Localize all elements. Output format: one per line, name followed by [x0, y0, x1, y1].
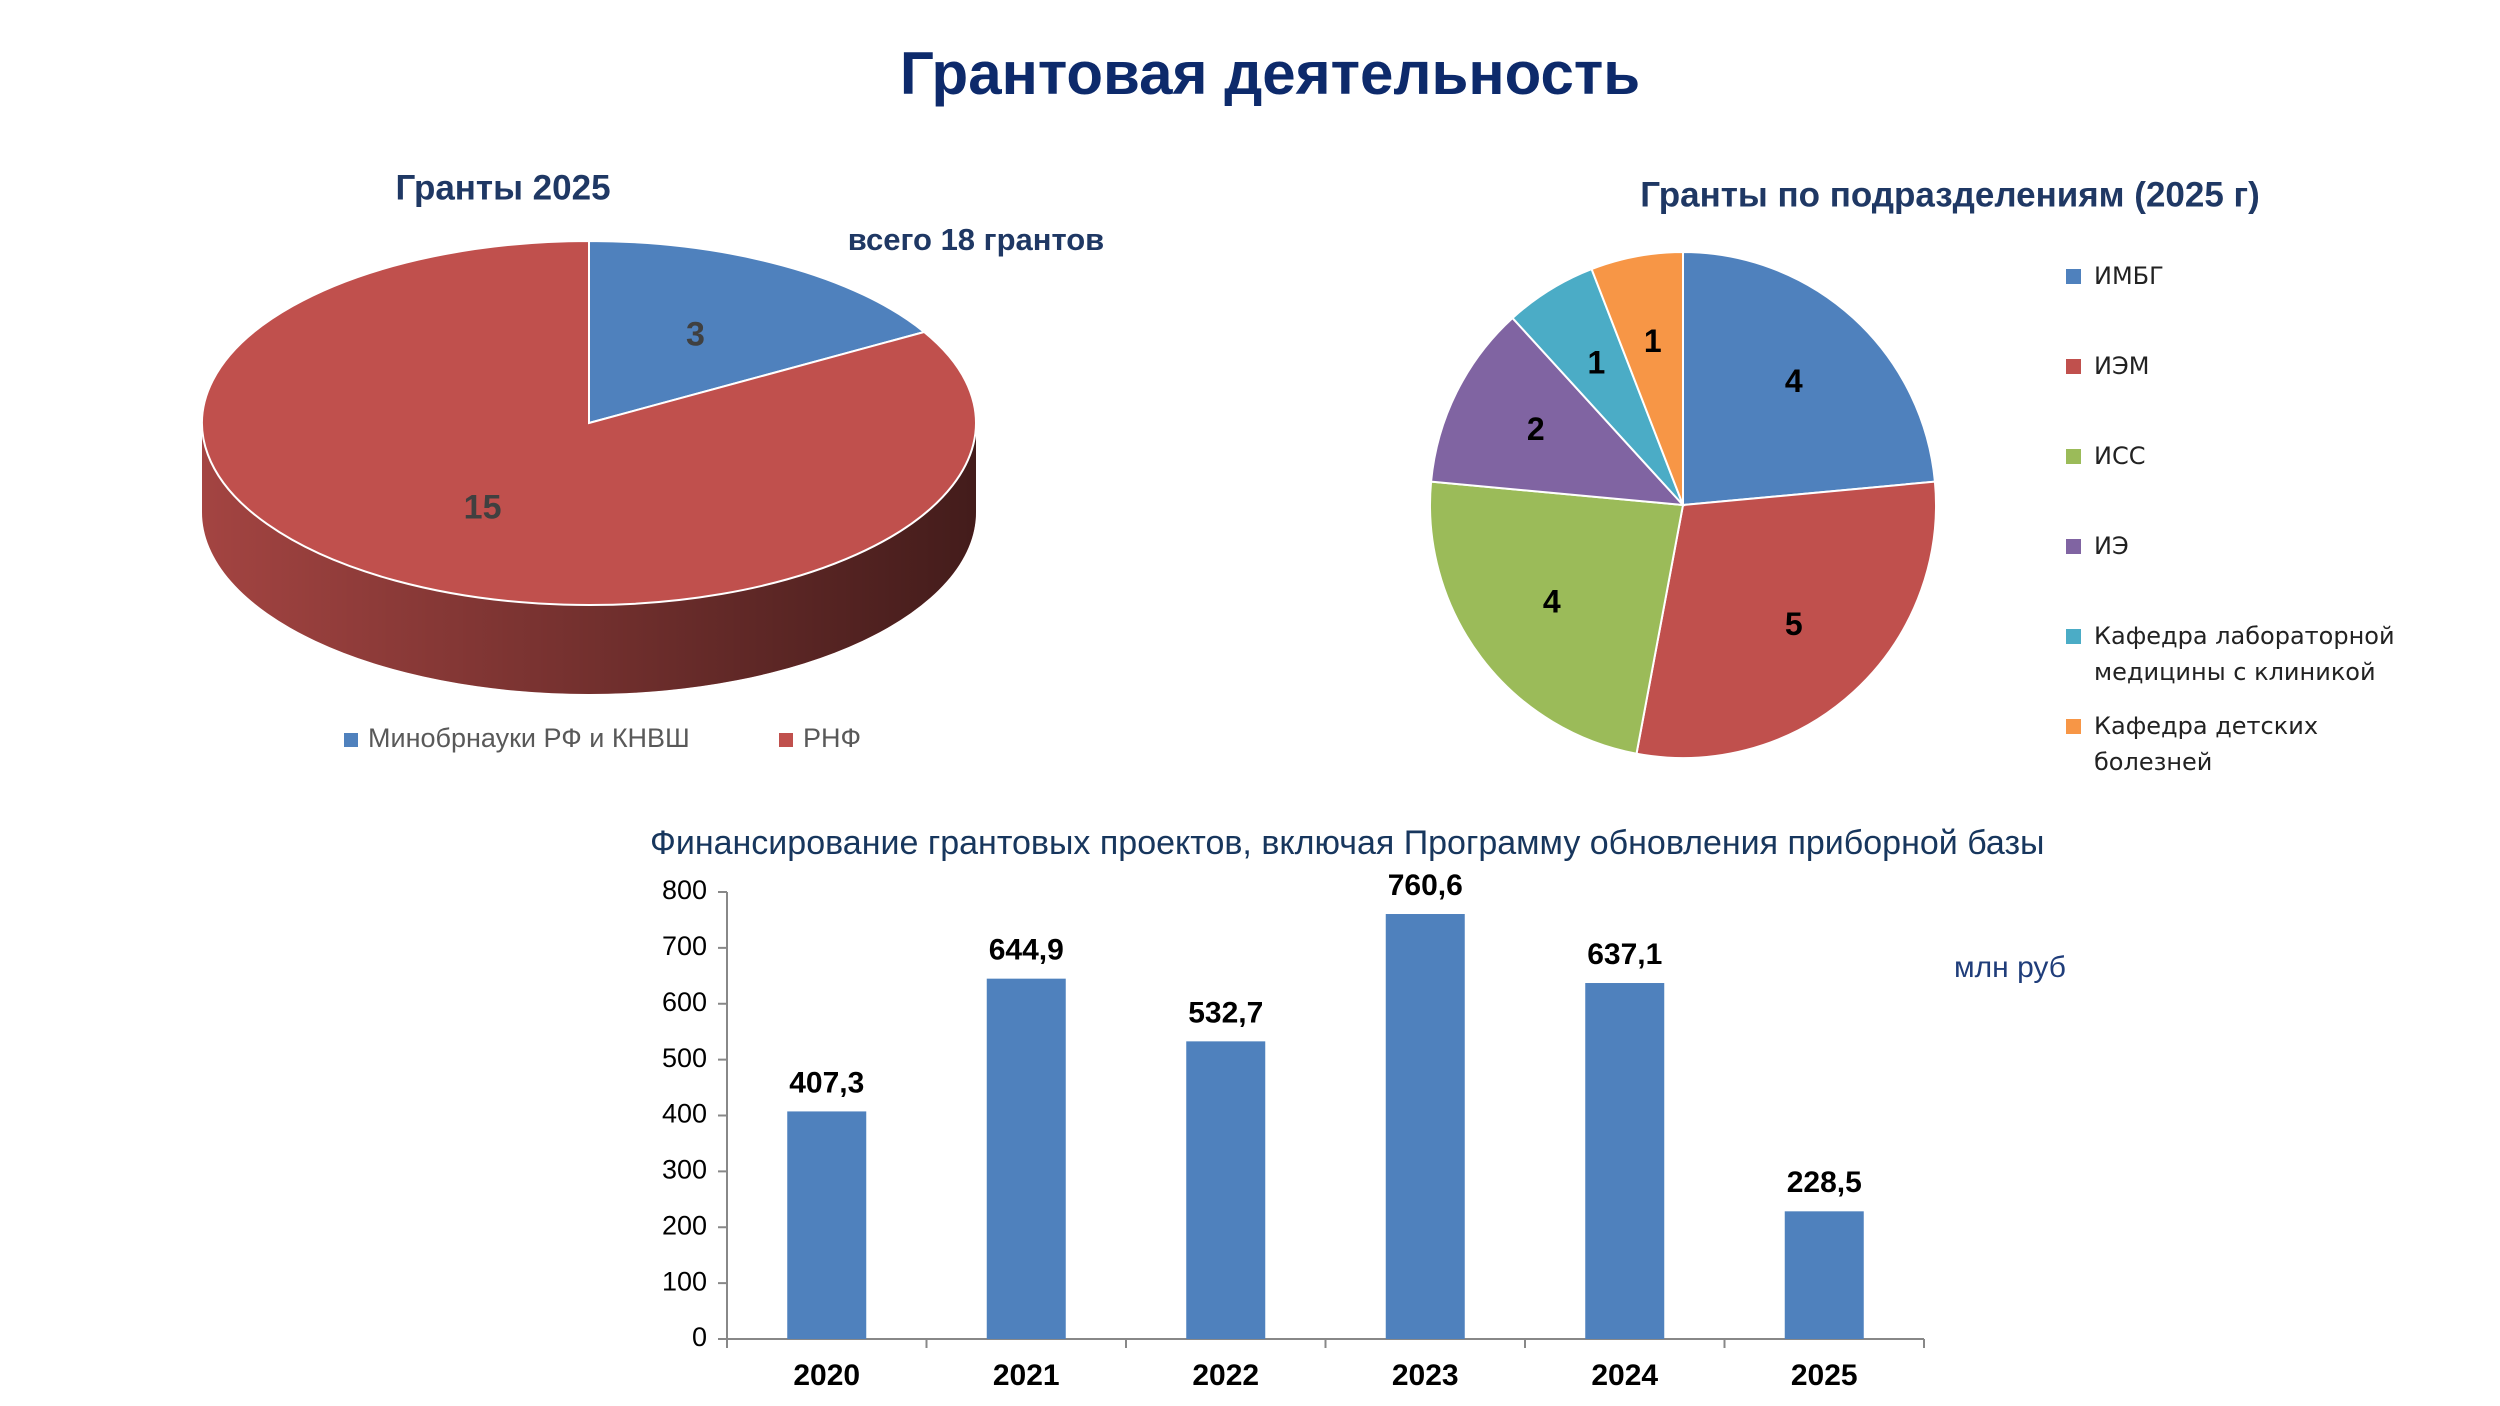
bar [986, 978, 1066, 1339]
pie-slice [588, 239, 927, 425]
bar [1784, 1211, 1864, 1339]
bar [787, 1111, 867, 1339]
legend-item: Кафедра лабораторной медицины с клиникой [2066, 618, 2444, 690]
slice-label: 2 [1527, 411, 1545, 447]
legend-marker [779, 733, 793, 747]
chart-title: Финансирование грантовых проектов, включ… [650, 824, 2044, 862]
legend-marker [2066, 629, 2081, 644]
pie-slice [201, 239, 977, 606]
bar [1585, 983, 1665, 1339]
legend-marker [2066, 719, 2081, 734]
y-tick-label: 100 [662, 1266, 707, 1296]
legend-marker [2066, 269, 2081, 284]
y-tick-label: 700 [662, 931, 707, 961]
value-label: 407,3 [789, 1066, 864, 1099]
slice-label: 4 [1785, 363, 1803, 399]
value-label: 760,6 [1388, 869, 1463, 902]
chart-title: Гранты по подразделениям (2025 г) [1640, 175, 2260, 214]
x-tick-label: 2020 [793, 1359, 860, 1392]
pie-slice [1429, 316, 1686, 507]
legend-marker [2066, 449, 2081, 464]
legend-label: ИМБГ [2094, 262, 2164, 290]
unit-label: млн руб [1954, 951, 2066, 984]
pie-slice [1590, 250, 1684, 506]
pie-side-shade [202, 423, 976, 694]
x-tick-label: 2022 [1192, 1359, 1259, 1392]
y-tick-label: 300 [662, 1155, 707, 1185]
legend-label: РНФ [803, 723, 861, 753]
legend-item: ИЭ [2066, 528, 2444, 564]
legend-marker [2066, 539, 2081, 554]
slice-label: 15 [464, 489, 502, 527]
value-label: 532,7 [1188, 996, 1263, 1029]
bar [1186, 1041, 1266, 1339]
legend-marker [2066, 359, 2081, 374]
legend-label: Кафедра лабораторной медицины с клиникой [2094, 622, 2395, 686]
annotation: всего 18 грантов [848, 222, 1105, 257]
slice-label: 4 [1543, 584, 1561, 620]
y-tick-label: 200 [662, 1210, 707, 1240]
legend-item: ИМБГ [2066, 258, 2444, 294]
slice-label: 5 [1785, 606, 1803, 642]
y-tick-label: 800 [662, 875, 707, 905]
legend-item: ИЭМ [2066, 348, 2444, 384]
legend-label: ИЭ [2094, 532, 2129, 560]
legend-item: ИСС [2066, 438, 2444, 474]
pie-slice [1429, 480, 1685, 755]
legend-label: Минобрнауки РФ и КНВШ [368, 723, 690, 753]
slice-label: 1 [1644, 323, 1662, 359]
y-tick-label: 400 [662, 1099, 707, 1129]
x-tick-label: 2023 [1392, 1359, 1459, 1392]
y-tick-label: 0 [692, 1322, 707, 1352]
chart-title: Гранты 2025 [395, 168, 610, 207]
x-tick-label: 2024 [1591, 1359, 1658, 1392]
value-label: 637,1 [1587, 938, 1662, 971]
pie-slice [1635, 480, 1937, 759]
bar [1385, 914, 1465, 1339]
legend-label: ИЭМ [2094, 352, 2150, 380]
value-label: 228,5 [1787, 1166, 1862, 1199]
y-tick-label: 500 [662, 1043, 707, 1073]
legend-label: Кафедра детских болезней [2094, 712, 2319, 776]
slice-label: 3 [686, 315, 705, 353]
pie-slice [1682, 250, 1937, 507]
legend-item: Кафедра детских болезней [2066, 708, 2444, 780]
x-tick-label: 2021 [993, 1359, 1060, 1392]
x-tick-label: 2025 [1791, 1359, 1858, 1392]
legend-marker [344, 733, 358, 747]
page-title: Грантовая деятельность [900, 40, 1640, 107]
y-tick-label: 600 [662, 987, 707, 1017]
legend-label: ИСС [2094, 442, 2146, 470]
value-label: 644,9 [989, 934, 1064, 967]
slice-label: 1 [1588, 345, 1606, 381]
